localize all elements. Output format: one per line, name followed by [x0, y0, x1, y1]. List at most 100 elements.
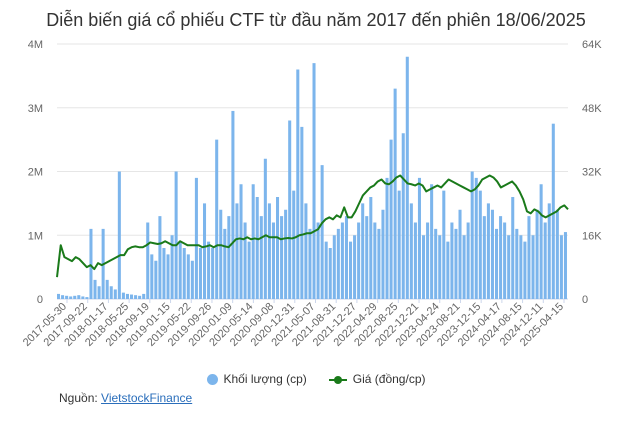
volume-bar: [422, 235, 426, 299]
left-axis-tick-label: 1M: [28, 230, 43, 242]
volume-bar: [186, 254, 190, 300]
volume-bar: [263, 158, 267, 299]
right-axis-tick-label: 48K: [582, 103, 602, 115]
price-legend-marker: [328, 374, 347, 385]
volume-bar: [389, 139, 393, 300]
volume-bar: [555, 209, 559, 299]
volume-bar: [417, 177, 421, 300]
volume-bar: [198, 248, 202, 299]
volume-bars: [57, 56, 567, 300]
volume-bar: [482, 216, 486, 300]
volume-bar: [207, 241, 211, 300]
volume-bar: [349, 241, 353, 300]
volume-bar: [166, 254, 170, 300]
chart-title: Diễn biến giá cổ phiếu CTF từ đầu năm 20…: [46, 10, 586, 30]
volume-bar: [77, 295, 81, 299]
volume-bar: [426, 222, 430, 299]
volume-bar: [535, 209, 539, 299]
volume-bar: [523, 241, 527, 300]
volume-bar: [470, 171, 474, 299]
volume-bar: [109, 286, 113, 299]
volume-bar: [292, 190, 296, 300]
volume-bar: [259, 216, 263, 300]
price-line-layer: [56, 174, 569, 278]
volume-bar: [125, 293, 129, 299]
volume-bar: [466, 222, 470, 299]
volume-bar: [547, 203, 551, 300]
volume-bar: [284, 209, 288, 299]
left-axis-tick-label: 3M: [28, 103, 43, 115]
volume-bar: [454, 228, 458, 300]
volume-bar: [486, 203, 490, 300]
volume-legend-marker: [206, 373, 218, 385]
right-axis: 0 16K 32K 48K 64K: [582, 39, 602, 306]
volume-bar: [158, 216, 162, 300]
volume-bar: [247, 241, 251, 300]
volume-bar: [300, 126, 304, 300]
volume-bar: [401, 133, 405, 299]
volume-bar: [203, 203, 207, 300]
volume-bar: [503, 222, 507, 299]
right-axis-tick-label: 16K: [582, 230, 602, 242]
legend-item-volume[interactable]: Khối lượng (cp): [206, 372, 307, 386]
volume-bar: [235, 203, 239, 300]
volume-bar: [121, 292, 125, 300]
volume-bar: [539, 184, 543, 299]
volume-bar: [223, 228, 227, 300]
legend-label-price: Giá (đồng/cp): [352, 372, 426, 386]
left-axis-tick-label: 0: [37, 294, 43, 306]
volume-bar: [405, 56, 409, 299]
left-axis-tick-label: 4M: [28, 39, 43, 51]
legend-label-volume: Khối lượng (cp): [223, 372, 307, 386]
right-axis-tick-label: 64K: [582, 39, 602, 51]
volume-bar: [385, 177, 389, 300]
volume-bar: [478, 190, 482, 300]
volume-bar: [243, 222, 247, 299]
volume-bar: [280, 216, 284, 300]
volume-bar: [134, 295, 138, 299]
volume-bar: [130, 294, 134, 299]
volume-bar: [97, 286, 101, 299]
volume-bar: [409, 203, 413, 300]
volume-bar: [559, 235, 563, 299]
volume-bar: [57, 293, 61, 299]
volume-bar: [194, 177, 198, 300]
volume-bar: [93, 279, 97, 300]
volume-bar: [304, 203, 308, 300]
volume-bar: [239, 184, 243, 299]
volume-bar: [255, 197, 259, 299]
right-axis-tick-label: 32K: [582, 167, 602, 179]
volume-bar: [267, 203, 271, 300]
source-link[interactable]: VietstockFinance: [101, 391, 193, 405]
volume-bar: [65, 295, 69, 299]
volume-bar: [474, 177, 478, 300]
volume-bar: [231, 110, 235, 299]
volume-bar: [316, 222, 320, 299]
volume-bar: [336, 228, 340, 300]
volume-bar: [357, 222, 361, 299]
volume-bar: [458, 209, 462, 299]
volume-bar: [430, 184, 434, 299]
source-prefix: Nguồn:: [59, 391, 102, 405]
volume-bar: [170, 235, 174, 299]
volume-bar: [446, 241, 450, 300]
volume-bar: [308, 228, 312, 300]
volume-bar: [344, 216, 348, 300]
volume-bar: [85, 297, 89, 299]
volume-bar: [328, 248, 332, 299]
volume-bar: [393, 88, 397, 300]
left-axis-tick-label: 2M: [28, 167, 43, 179]
volume-bar: [563, 232, 567, 299]
volume-bar: [105, 279, 109, 300]
volume-bar: [511, 197, 515, 299]
volume-bar: [69, 296, 73, 299]
volume-bar: [227, 216, 231, 300]
volume-bar: [219, 209, 223, 299]
volume-bar: [251, 184, 255, 299]
volume-bar: [211, 248, 215, 299]
legend-item-price[interactable]: Giá (đồng/cp): [328, 372, 426, 386]
volume-bar: [442, 190, 446, 300]
price-line: [56, 174, 569, 278]
volume-bar: [438, 235, 442, 299]
